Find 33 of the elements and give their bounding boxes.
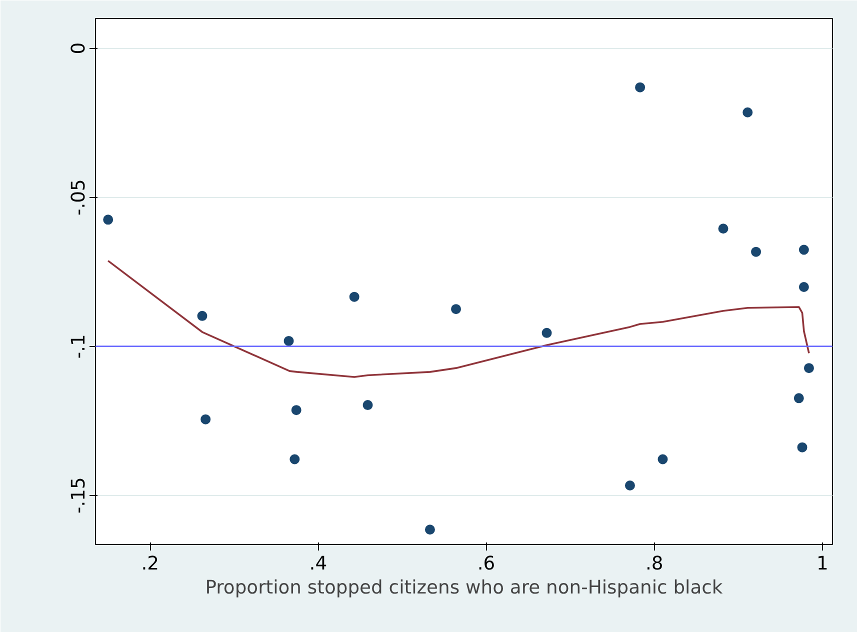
y-tick-label: -.1 [68,334,90,359]
point [804,363,814,374]
point [291,405,302,416]
point [362,400,373,410]
point [798,244,809,255]
x-tick-label: 1 [816,554,828,574]
point [797,442,808,452]
y-tick-label: 0 [68,42,90,54]
point [349,292,360,302]
point [200,414,211,424]
x-tick-label: .6 [477,554,496,574]
point [742,107,753,118]
x-tick-label: .4 [309,554,328,574]
point [451,304,462,314]
point [290,454,300,464]
point [635,82,646,92]
point [284,336,294,346]
line-series [107,260,810,378]
x-axis-title: Proportion stopped citizens who are non-Hispanic black [205,578,723,598]
point [751,246,762,257]
x-tick-label: .2 [141,554,160,574]
point [624,480,635,490]
point [424,524,435,535]
point [103,214,114,225]
x-tick-label: .8 [645,554,664,574]
point [197,310,208,321]
point [798,282,809,292]
point [542,328,552,338]
y-tick-label: -.15 [68,477,90,514]
point [658,454,668,464]
point [718,224,728,234]
point [794,393,804,404]
y-tick-label: -.05 [68,179,90,216]
